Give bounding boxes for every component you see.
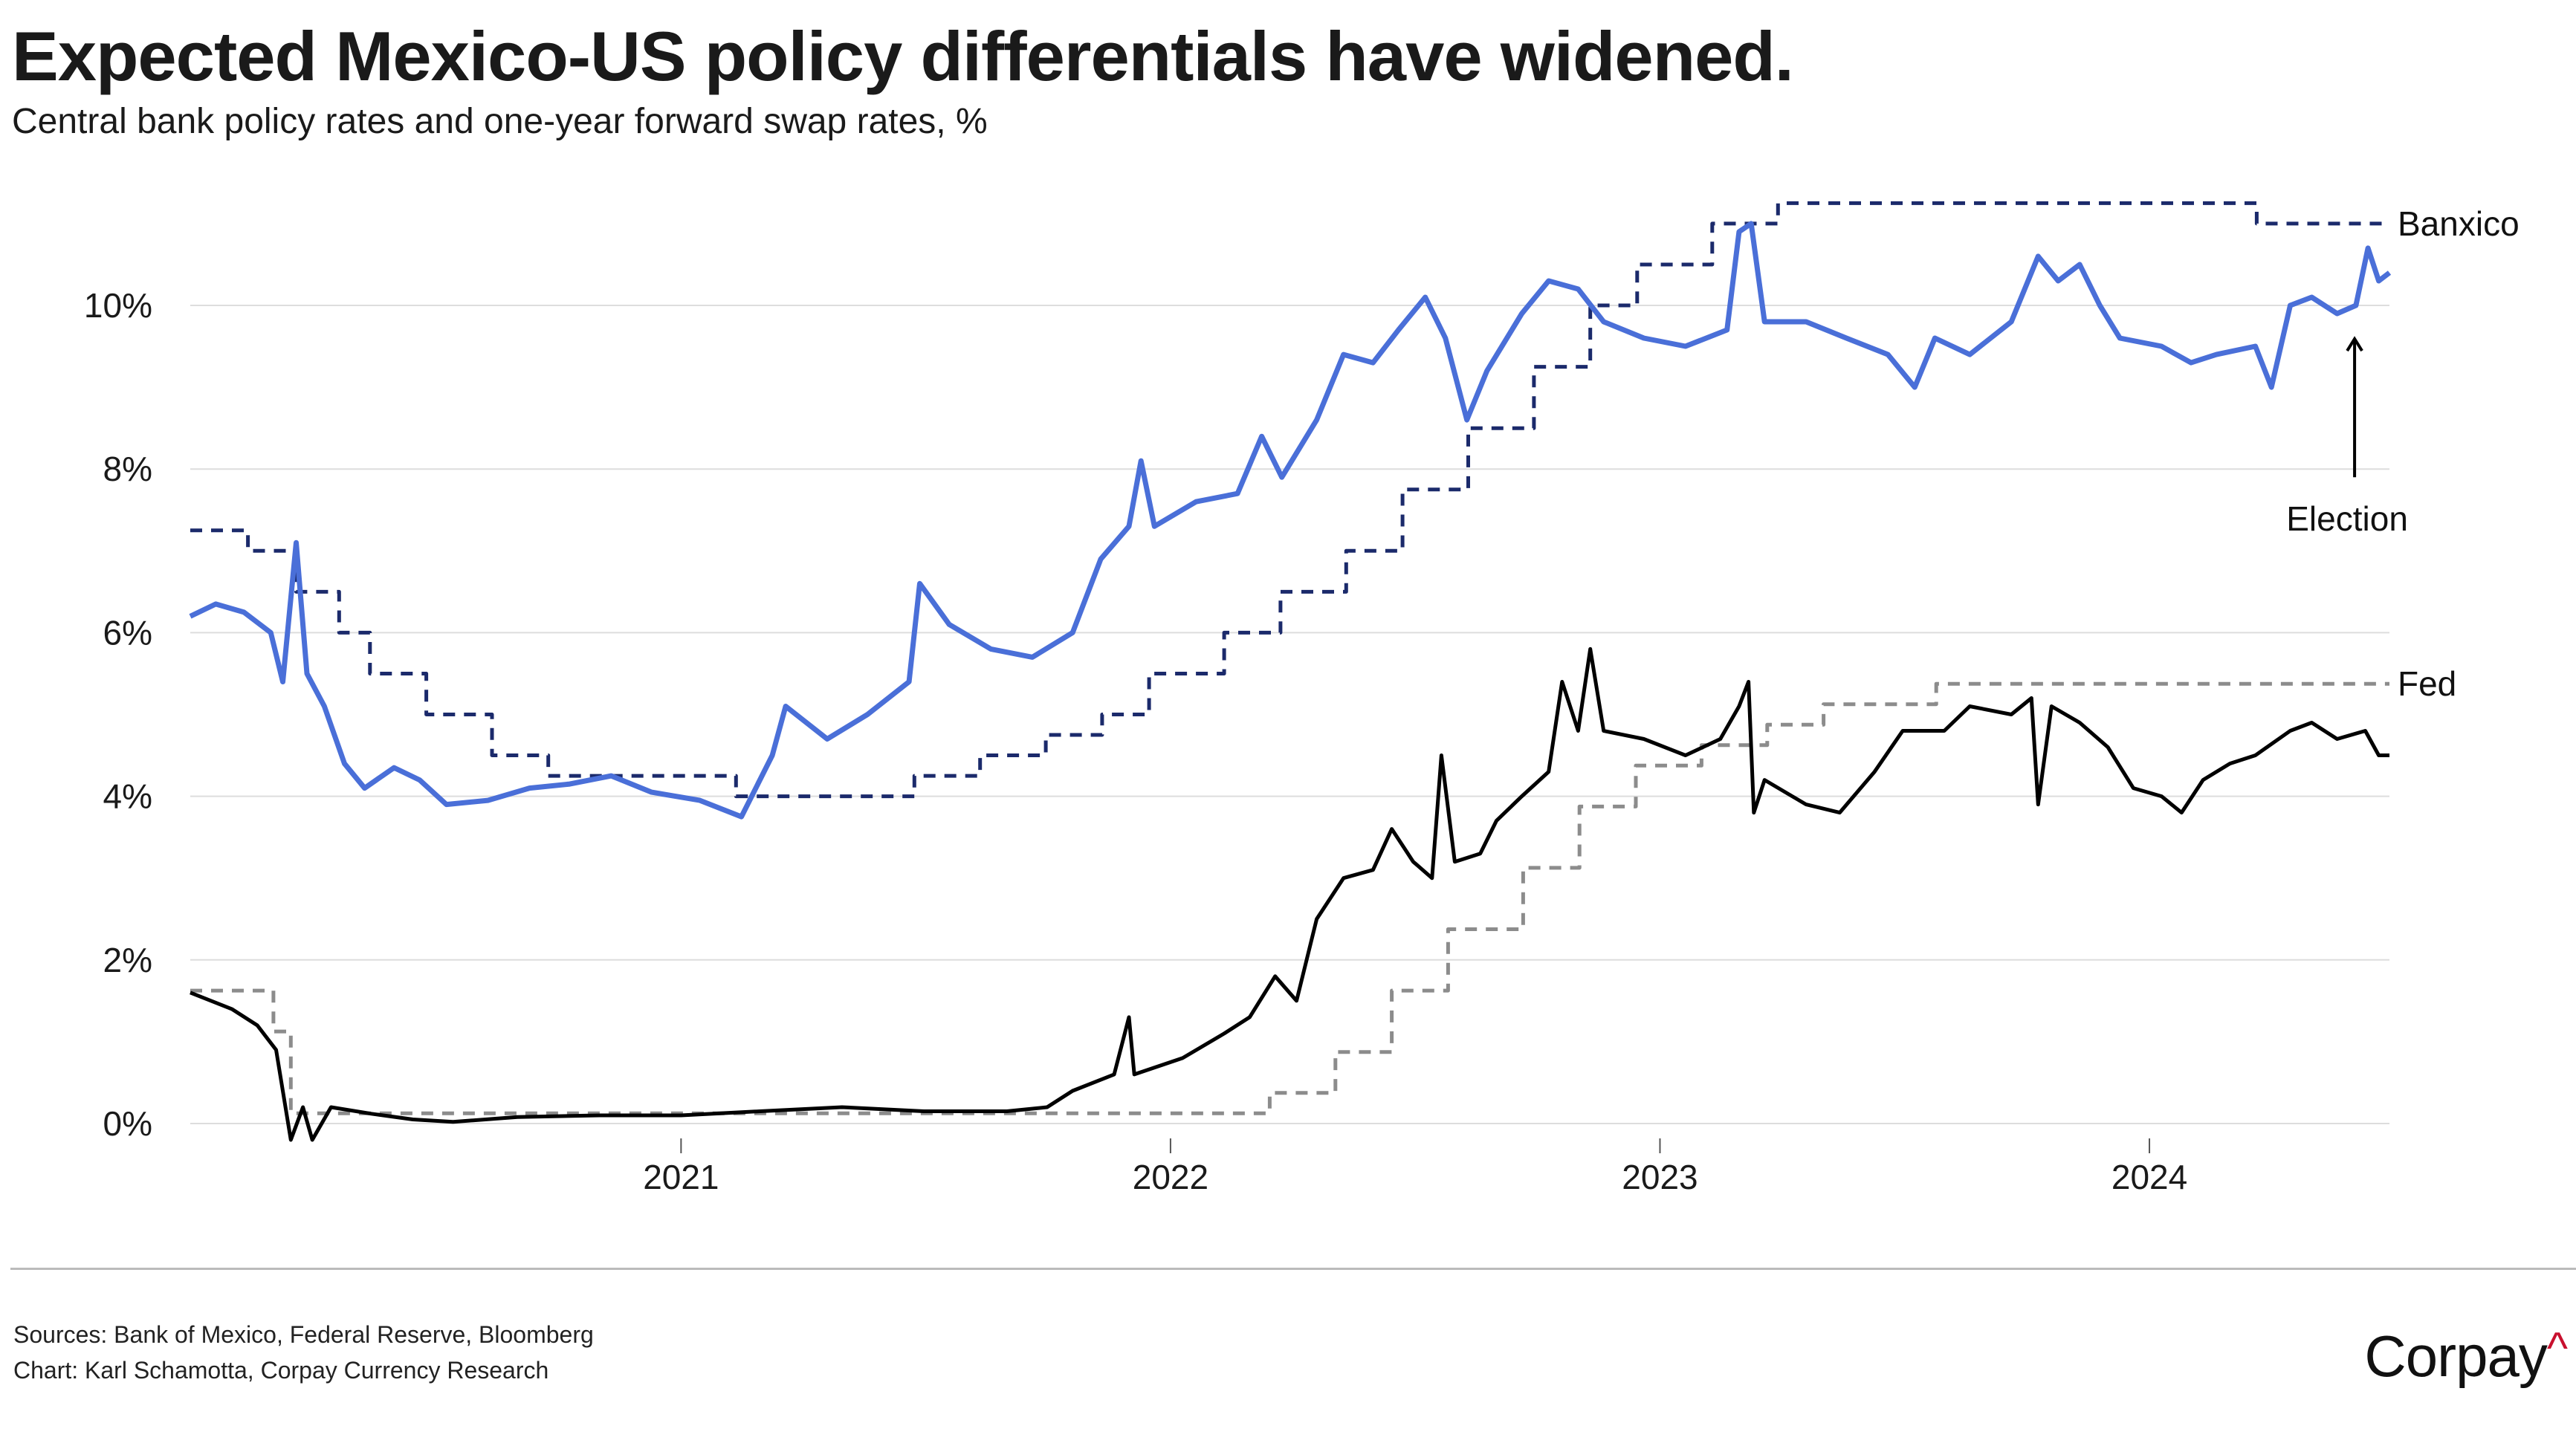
y-tick-label: 6% (103, 613, 152, 652)
y-axis-ticks: 0% 2% 4% 6% 8% 10% (84, 286, 152, 1143)
footer-sources: Sources: Bank of Mexico, Federal Reserve… (13, 1321, 594, 1348)
y-tick-label: 10% (84, 286, 152, 325)
footer-credit: Chart: Karl Schamotta, Corpay Currency R… (13, 1357, 549, 1384)
series-lines (189, 201, 2392, 1142)
corpay-logo: Corpay^ (2364, 1323, 2568, 1390)
line-chart: 0% 2% 4% 6% 8% 10% 2021 2022 2023 2024 Banxico Fe… (84, 201, 2520, 1196)
x-tick-label: 2023 (1622, 1158, 1698, 1196)
annotations: Banxico Fed Election (2286, 204, 2519, 703)
banxico-policy-line (190, 201, 2389, 799)
y-tick-label: 0% (103, 1104, 152, 1143)
logo-text: Corpay (2364, 1323, 2547, 1389)
chart-subtitle: Central bank policy rates and one-year f… (12, 102, 988, 141)
y-tick-label: 8% (103, 450, 152, 488)
arrowhead-icon (2346, 336, 2363, 352)
banxico-label: Banxico (2398, 204, 2520, 243)
x-axis-ticks: 2021 2022 2023 2024 (643, 1138, 2187, 1196)
y-tick-label: 4% (103, 777, 152, 816)
fed-swap-line (190, 646, 2389, 1142)
logo-caret-icon: ^ (2546, 1323, 2568, 1373)
footer-divider (10, 1268, 2576, 1270)
election-annotation: Election (2286, 499, 2408, 538)
fed-label: Fed (2398, 664, 2456, 703)
x-tick-label: 2021 (643, 1158, 719, 1196)
x-tick-label: 2024 (2111, 1158, 2187, 1196)
fed-policy-line (190, 681, 2389, 1115)
chart-title: Expected Mexico-US policy differentials … (12, 17, 1794, 95)
y-tick-label: 2% (103, 941, 152, 979)
gridlines (190, 305, 2389, 1124)
x-tick-label: 2022 (1133, 1158, 1208, 1196)
banxico-swap-line (189, 221, 2392, 820)
